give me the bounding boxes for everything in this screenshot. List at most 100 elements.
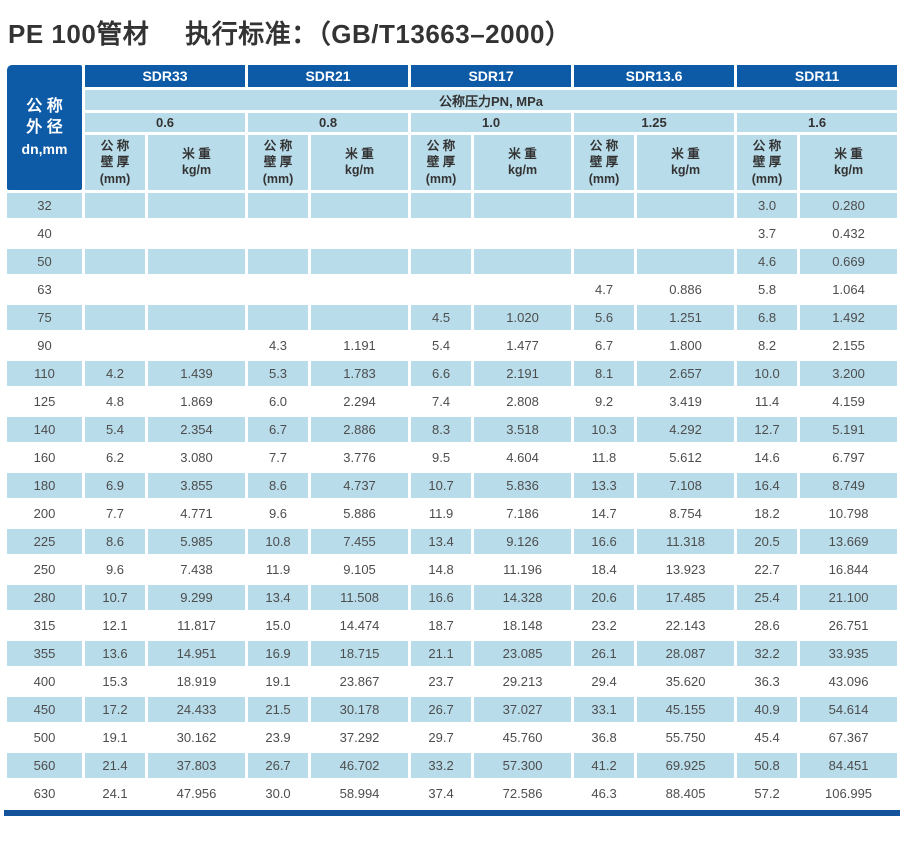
wall-thickness-value [411, 192, 472, 218]
meter-weight-value: 11.196 [474, 556, 572, 582]
wall-thickness-value: 26.7 [411, 696, 472, 722]
pipe-spec-table: 公 称 外 径 dn,mm SDR33 SDR21 SDR17 SDR13.6 SDR1… [4, 62, 900, 809]
header-line: 壁 厚 [263, 155, 293, 170]
meter-weight-value: 45.155 [637, 696, 735, 722]
wall-thickness-value [85, 248, 145, 274]
wall-thickness-value: 9.2 [574, 388, 635, 414]
dn-value: 50 [7, 248, 82, 274]
header-line: kg/m [507, 163, 538, 178]
wall-thickness-value: 32.2 [737, 640, 798, 666]
wall-thickness-value: 36.8 [574, 724, 635, 750]
meter-weight-value: 106.995 [800, 780, 898, 806]
meter-weight-value: 37.292 [311, 724, 409, 750]
wall-thickness-value: 26.1 [574, 640, 635, 666]
wall-thickness-value: 21.4 [85, 752, 145, 778]
wall-thickness-value: 23.7 [411, 668, 472, 694]
wall-thickness-header: 公 称壁 厚 (mm) [574, 135, 635, 190]
pressure-title-row: 公称压力PN, MPa [7, 90, 898, 110]
header-line: (mm) [99, 171, 131, 186]
meter-weight-value: 3.200 [800, 360, 898, 386]
meter-weight-value: 1.439 [148, 360, 246, 386]
wall-thickness-value: 17.2 [85, 696, 145, 722]
wall-thickness-value: 9.6 [85, 556, 145, 582]
wall-thickness-value: 16.9 [248, 640, 309, 666]
wall-thickness-value: 14.8 [411, 556, 472, 582]
meter-weight-value [311, 276, 409, 302]
dn-value: 140 [7, 416, 82, 442]
wall-thickness-header: 公 称壁 厚 (mm) [248, 135, 309, 190]
meter-weight-value: 37.803 [148, 752, 246, 778]
meter-weight-value: 1.800 [637, 332, 735, 358]
wall-thickness-value [248, 220, 309, 246]
header-line: kg/m [181, 163, 212, 178]
meter-weight-value: 13.669 [800, 528, 898, 554]
wall-thickness-value: 6.2 [85, 444, 145, 470]
meter-weight-value [474, 220, 572, 246]
table-row: 160 6.2 3.080 7.7 3.776 9.5 4.604 11.8 5.612 14.6… [7, 444, 898, 470]
wall-thickness-value: 10.7 [411, 472, 472, 498]
meter-weight-value: 14.474 [311, 612, 409, 638]
meter-weight-value: 11.318 [637, 528, 735, 554]
header-line: 公 称 [752, 139, 782, 153]
wall-thickness-value [248, 276, 309, 302]
wall-thickness-value: 50.8 [737, 752, 798, 778]
table-row: 560 21.4 37.803 26.7 46.702 33.2 57.300 41.2 69.… [7, 752, 898, 778]
wall-thickness-value: 5.6 [574, 304, 635, 330]
table-row: 315 12.1 11.817 15.0 14.474 18.7 18.148 23.2 22.… [7, 612, 898, 638]
meter-weight-value: 1.492 [800, 304, 898, 330]
table-row: 50 4.6 0.669 [7, 248, 898, 274]
dn-value: 32 [7, 192, 82, 218]
wall-thickness-value: 13.6 [85, 640, 145, 666]
header-line: 公 称 [426, 139, 456, 153]
header-line: kg/m [833, 163, 864, 178]
dn-header-line: 公 称 [26, 97, 63, 115]
sdr-header: SDR17 [411, 65, 572, 87]
wall-thickness-value: 22.7 [737, 556, 798, 582]
header-line: 壁 厚 [100, 155, 130, 170]
wall-thickness-value: 11.8 [574, 444, 635, 470]
meter-weight-value: 47.956 [148, 780, 246, 806]
meter-weight-value: 2.886 [311, 416, 409, 442]
dn-value: 400 [7, 668, 82, 694]
wall-thickness-value: 18.7 [411, 612, 472, 638]
meter-weight-value [637, 192, 735, 218]
meter-weight-value: 2.294 [311, 388, 409, 414]
meter-weight-value [311, 220, 409, 246]
meter-weight-value [474, 192, 572, 218]
wall-thickness-value: 8.1 [574, 360, 635, 386]
header-line: (mm) [751, 171, 783, 186]
meter-weight-value: 18.148 [474, 612, 572, 638]
wall-thickness-value: 11.4 [737, 388, 798, 414]
wall-thickness-value: 10.8 [248, 528, 309, 554]
wall-thickness-value: 40.9 [737, 696, 798, 722]
wall-thickness-value [85, 304, 145, 330]
meter-weight-value: 37.027 [474, 696, 572, 722]
table-row: 355 13.6 14.951 16.9 18.715 21.1 23.085 26.1 28.… [7, 640, 898, 666]
wall-thickness-value: 8.6 [85, 528, 145, 554]
wall-thickness-value [411, 248, 472, 274]
meter-weight-value: 4.292 [637, 416, 735, 442]
table-row: 630 24.1 47.956 30.0 58.994 37.4 72.586 46.3 88.… [7, 780, 898, 806]
wall-thickness-value: 37.4 [411, 780, 472, 806]
dn-value: 500 [7, 724, 82, 750]
dn-value: 63 [7, 276, 82, 302]
dn-header-line: 外 径 [26, 119, 63, 137]
header-line: 公 称 [100, 139, 130, 153]
header-line: 壁 厚 [426, 155, 456, 170]
meter-weight-value: 30.178 [311, 696, 409, 722]
meter-weight-value: 58.994 [311, 780, 409, 806]
dn-value: 125 [7, 388, 82, 414]
wall-thickness-value: 19.1 [248, 668, 309, 694]
meter-weight-value: 2.808 [474, 388, 572, 414]
meter-weight-value [148, 220, 246, 246]
meter-weight-value: 4.604 [474, 444, 572, 470]
pressure-value: 0.8 [248, 113, 409, 132]
wall-thickness-value: 14.7 [574, 500, 635, 526]
wall-thickness-value: 6.6 [411, 360, 472, 386]
meter-weight-value [148, 276, 246, 302]
wall-thickness-value: 11.9 [248, 556, 309, 582]
wall-thickness-value: 45.4 [737, 724, 798, 750]
wall-thickness-value: 10.0 [737, 360, 798, 386]
header-line: 公 称 [263, 139, 293, 153]
wall-thickness-value: 6.9 [85, 472, 145, 498]
